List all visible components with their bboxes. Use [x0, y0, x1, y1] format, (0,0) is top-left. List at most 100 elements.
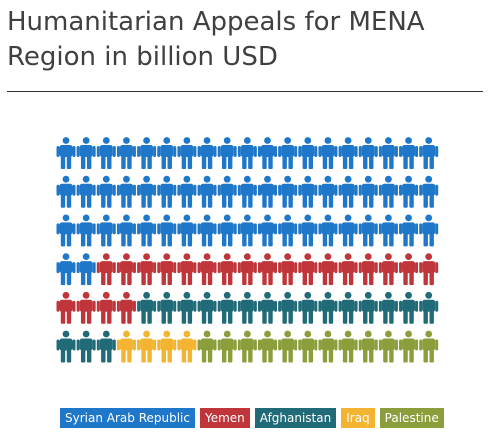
person-icon: [197, 253, 217, 286]
person-icon: [76, 291, 96, 324]
person-icon: [278, 291, 298, 324]
person-icon: [157, 253, 177, 286]
person-icon: [197, 214, 217, 247]
person-icon: [258, 291, 277, 324]
person-icon: [298, 137, 318, 169]
chart-title: Humanitarian Appeals for MENA Region in …: [7, 7, 425, 72]
person-icon: [399, 137, 419, 169]
person-icon: [298, 291, 318, 324]
person-icon: [338, 291, 358, 324]
person-icon: [338, 175, 358, 208]
person-icon: [76, 175, 96, 208]
person-icon: [137, 137, 157, 169]
person-icon: [96, 291, 116, 324]
person-icon: [56, 175, 76, 208]
person-icon: [157, 137, 177, 169]
person-icon: [318, 137, 338, 169]
person-icon: [378, 175, 398, 208]
person-icon: [318, 330, 338, 363]
person-icon: [278, 175, 298, 208]
person-icon: [217, 291, 237, 324]
person-icon: [318, 291, 338, 324]
person-icon: [419, 214, 439, 247]
person-icon: [157, 175, 177, 208]
person-icon: [237, 253, 257, 286]
person-icon: [116, 291, 136, 324]
person-icon: [298, 330, 318, 363]
person-icon: [157, 214, 177, 247]
person-icon: [197, 175, 217, 208]
person-icon: [177, 253, 197, 286]
person-icon: [278, 214, 298, 247]
person-icon: [378, 291, 398, 324]
person-icon: [217, 175, 237, 208]
person-icon: [358, 175, 378, 208]
person-icon: [137, 175, 157, 208]
person-icon: [358, 137, 378, 169]
person-icon: [237, 330, 257, 363]
legend-item: Syrian Arab Republic: [60, 408, 195, 428]
person-icon: [258, 175, 277, 208]
person-icon: [378, 214, 398, 247]
person-icon: [338, 137, 358, 169]
person-icon: [237, 291, 257, 324]
person-icon: [137, 214, 157, 247]
person-icon: [96, 137, 116, 169]
person-icon: [278, 253, 298, 286]
title-divider: [7, 91, 483, 92]
person-icon: [56, 253, 76, 286]
person-icon: [237, 175, 257, 208]
person-icon: [177, 137, 197, 169]
person-icon: [318, 214, 338, 247]
person-icon: [217, 137, 237, 169]
person-icon: [399, 291, 419, 324]
person-icon: [157, 330, 177, 363]
person-icon: [116, 253, 136, 286]
legend-item: Yemen: [199, 408, 250, 428]
person-icon: [338, 253, 358, 286]
person-icon: [419, 291, 439, 324]
person-icon: [217, 253, 237, 286]
person-icon: [96, 330, 116, 363]
person-icon: [358, 291, 378, 324]
person-icon: [177, 175, 197, 208]
person-icon: [358, 253, 378, 286]
person-icon: [419, 253, 439, 286]
person-icon: [338, 330, 358, 363]
person-icon: [76, 253, 96, 286]
person-icon: [197, 330, 217, 363]
person-icon: [378, 137, 398, 169]
person-icon: [116, 214, 136, 247]
person-icon: [278, 330, 298, 363]
person-icon: [399, 253, 419, 286]
person-icon: [318, 253, 338, 286]
person-icon: [137, 330, 157, 363]
legend-item: Iraq: [341, 408, 375, 428]
person-icon: [116, 175, 136, 208]
person-icon: [298, 175, 318, 208]
person-icon: [96, 214, 116, 247]
person-icon: [177, 330, 197, 363]
person-icon: [177, 291, 197, 324]
person-icon: [258, 253, 277, 286]
person-icon: [56, 291, 76, 324]
person-icon: [116, 137, 136, 169]
person-icon: [56, 214, 76, 247]
person-icon: [258, 330, 277, 363]
person-icon: [116, 330, 136, 363]
person-icon: [197, 291, 217, 324]
person-icon: [378, 330, 398, 363]
person-icon: [298, 253, 318, 286]
person-icon: [358, 330, 378, 363]
person-icon: [318, 175, 338, 208]
legend: Syrian Arab Republic Yemen Afghanistan Iraq…: [60, 408, 444, 428]
person-icon: [419, 137, 439, 169]
person-icon: [419, 175, 439, 208]
person-icon: [197, 137, 217, 169]
person-icon: [217, 214, 237, 247]
person-icon: [177, 214, 197, 247]
person-icon: [157, 291, 177, 324]
person-icon: [137, 291, 157, 324]
person-icon: [399, 214, 419, 247]
